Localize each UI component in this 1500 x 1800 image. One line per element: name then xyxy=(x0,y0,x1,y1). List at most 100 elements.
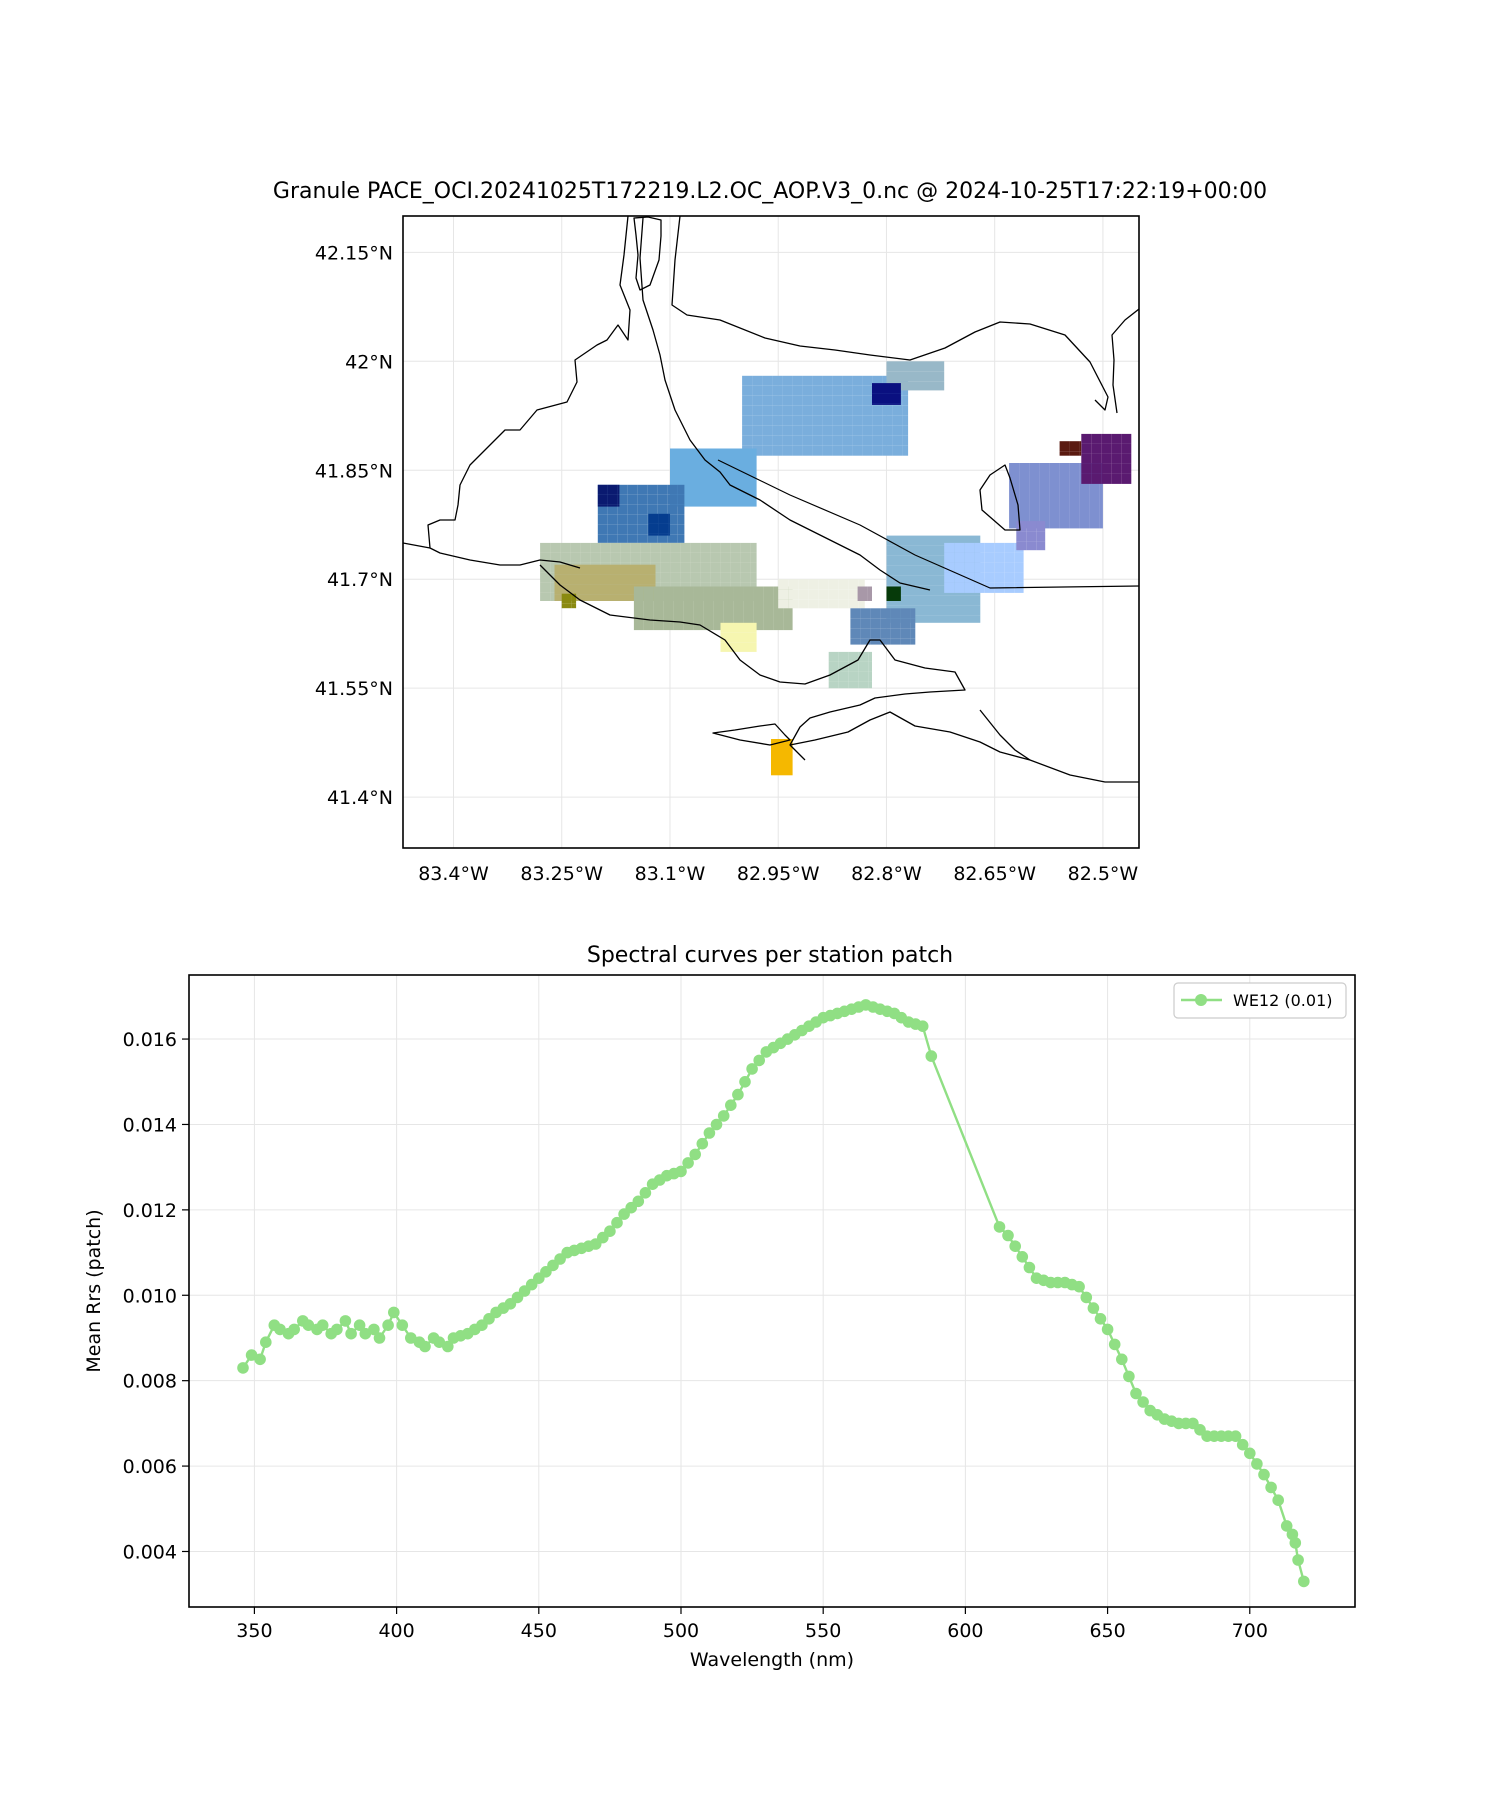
map-pixel xyxy=(944,582,955,593)
map-pixel xyxy=(773,606,784,617)
spectral-series xyxy=(237,999,1310,1588)
map-pixel xyxy=(1016,521,1027,532)
map-pixel xyxy=(762,395,773,406)
map-pixel xyxy=(730,632,741,643)
map-pixel xyxy=(838,661,849,672)
map-pixel xyxy=(742,415,753,426)
map-pixel xyxy=(1069,451,1080,456)
map-pixel xyxy=(868,681,872,689)
map-pixel xyxy=(693,586,704,597)
map-pixel xyxy=(720,478,730,489)
map-pixel xyxy=(648,513,659,524)
spectral-frame xyxy=(188,974,1356,1608)
map-pixel xyxy=(850,628,861,639)
map-pixel xyxy=(954,582,965,593)
map-pixel xyxy=(916,595,927,606)
map-pixel xyxy=(1029,463,1040,473)
map-pixel xyxy=(984,572,995,583)
map-pixel xyxy=(882,445,893,456)
map-pixel xyxy=(812,385,823,396)
coastline-michigan-shore xyxy=(427,216,631,569)
map-pixel xyxy=(660,572,671,583)
data-point xyxy=(1265,1481,1277,1494)
map-pixel xyxy=(614,564,625,575)
spectral-x-tick-label: 500 xyxy=(663,1620,699,1642)
map-pixel xyxy=(900,608,911,619)
map-pixel xyxy=(890,638,901,645)
legend-marker xyxy=(1195,994,1207,1006)
map-pixel xyxy=(540,552,551,563)
map-pixel xyxy=(742,435,753,446)
map-pixel xyxy=(673,606,684,617)
map-pixel xyxy=(607,534,618,543)
map-pixel xyxy=(886,575,897,586)
data-point xyxy=(388,1306,400,1319)
map-pixel xyxy=(627,494,638,505)
map-pixel xyxy=(916,535,927,546)
map-pixel xyxy=(994,572,1005,583)
map-pixel xyxy=(781,739,791,749)
map-pixel xyxy=(1059,483,1070,493)
map-pixel xyxy=(886,371,897,382)
map-pixel xyxy=(1069,503,1080,513)
map-pixel xyxy=(880,608,891,619)
legend-box xyxy=(1173,982,1347,1019)
map-pixel xyxy=(604,594,615,601)
map-pixel xyxy=(1059,463,1070,473)
map-pixel xyxy=(554,574,565,585)
map-pixel xyxy=(660,552,671,563)
map-pixel xyxy=(1019,503,1030,513)
data-point xyxy=(703,1127,716,1139)
map-pixel xyxy=(730,458,740,469)
map-pixel xyxy=(802,415,813,426)
map-pixel xyxy=(627,484,638,495)
map-pixel xyxy=(648,533,659,536)
map-pixel xyxy=(1081,443,1092,454)
map-pixel xyxy=(966,615,977,623)
map-pixel xyxy=(710,552,721,563)
map-x-tick-label: 82.95°W xyxy=(737,863,820,885)
map-pixel xyxy=(781,759,791,769)
map-panel: Granule PACE_OCI.20241025T172219.L2.OC_A… xyxy=(273,179,1267,885)
map-pixel xyxy=(607,494,618,505)
map-pixel xyxy=(842,415,853,426)
map-pixel xyxy=(862,425,873,436)
map-x-tick-label: 83.1°W xyxy=(635,863,706,885)
map-pixel xyxy=(654,564,656,575)
map-pixel xyxy=(936,615,947,623)
map-pixel xyxy=(872,403,882,405)
map-pixel xyxy=(762,385,773,396)
map-y-tick-label: 41.85°N xyxy=(315,460,393,482)
map-pixel xyxy=(560,542,571,553)
map-pixel xyxy=(570,552,581,563)
map-x-tick-label: 82.65°W xyxy=(953,863,1036,885)
map-pixel xyxy=(752,425,763,436)
map-pixel xyxy=(994,542,1005,553)
map-pixel xyxy=(848,671,859,682)
data-point xyxy=(1094,1313,1107,1325)
map-pixel xyxy=(818,599,829,609)
map-pixel xyxy=(984,552,995,563)
map-pixel xyxy=(926,565,937,576)
map-pixel xyxy=(624,594,635,601)
map-pixel xyxy=(637,534,648,543)
map-pixel xyxy=(648,523,659,534)
map-pixel xyxy=(782,405,793,416)
map-pixel xyxy=(956,595,967,606)
map-x-tick-label: 83.25°W xyxy=(520,863,603,885)
map-pixel xyxy=(994,562,1005,573)
map-pixel xyxy=(1059,451,1070,456)
map-pixel xyxy=(584,584,595,595)
data-point xyxy=(1236,1438,1249,1451)
map-pixel xyxy=(862,405,873,416)
map-pixel xyxy=(1026,531,1037,542)
map-pixel xyxy=(896,586,901,597)
map-pixel xyxy=(852,435,863,446)
map-pixel xyxy=(862,395,873,406)
map-pixel xyxy=(633,606,644,617)
map-pixel xyxy=(633,596,644,607)
map-pixel xyxy=(693,616,704,627)
map-pixel xyxy=(838,599,849,609)
data-point xyxy=(405,1332,417,1344)
map-pixel xyxy=(808,579,819,590)
